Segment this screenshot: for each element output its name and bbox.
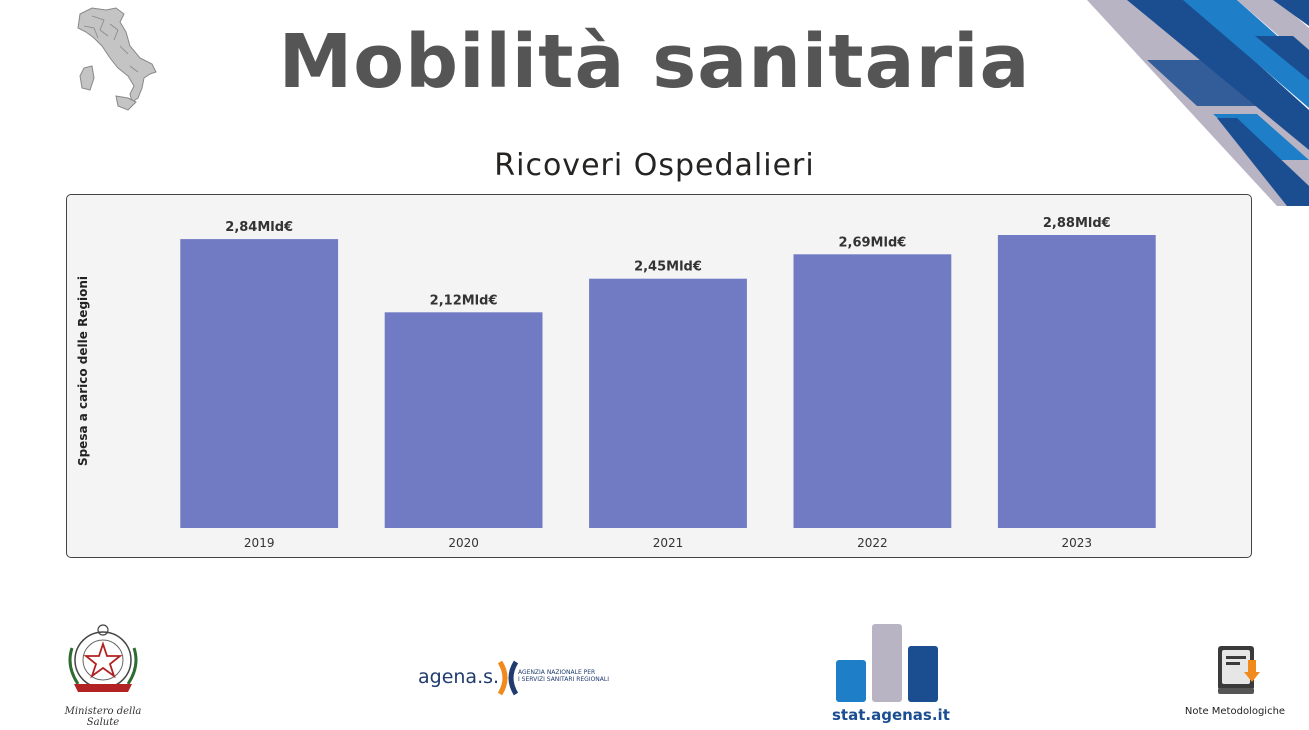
- emblem-icon: [68, 624, 138, 692]
- x-tick-2020: 2020: [448, 536, 479, 550]
- x-tick-2023: 2023: [1062, 536, 1093, 550]
- y-axis-label: Spesa a carico delle Regioni: [76, 276, 90, 466]
- stat-agenas-logo[interactable]: stat.agenas.it: [832, 622, 950, 730]
- bar-2023[interactable]: [997, 235, 1156, 528]
- bar-2020[interactable]: [384, 312, 543, 528]
- page-title: Mobilità sanitaria: [278, 19, 1031, 105]
- ministero-label: Ministero della Salute: [64, 706, 142, 728]
- agenas-wordmark: agena.s.: [418, 666, 500, 688]
- agenas-logo: agena.s. AGENZIA NAZIONALE PER I SERVIZI…: [418, 658, 638, 698]
- corner-stripes-decoration: [1087, 0, 1309, 206]
- stat-agenas-link[interactable]: stat.agenas.it: [832, 706, 950, 724]
- bar-chart: Spesa a carico delle Regioni 2,84Mld€ 201…: [76, 216, 1156, 550]
- data-label-2021: 2,45Mld€: [634, 260, 702, 275]
- bar-2019[interactable]: [180, 239, 339, 528]
- data-label-2019: 2,84Mld€: [225, 220, 293, 235]
- stat-bars-icon: [836, 624, 938, 702]
- data-label-2023: 2,88Mld€: [1043, 216, 1111, 231]
- x-tick-2019: 2019: [244, 536, 275, 550]
- x-tick-2022: 2022: [857, 536, 888, 550]
- x-tick-2021: 2021: [653, 536, 684, 550]
- chart-title: Ricoveri Ospedalieri: [494, 148, 815, 183]
- bars-group: 2,84Mld€ 2019 2,12Mld€ 2020 2,45Mld€ 2021 2,69…: [180, 216, 1156, 550]
- data-label-2020: 2,12Mld€: [430, 293, 498, 308]
- bar-2021[interactable]: [589, 278, 747, 528]
- italy-map-icon: [77, 7, 157, 111]
- agenas-x-icon: [498, 660, 518, 696]
- chart-panel: Spesa a carico delle Regioni 2,84Mld€ 201…: [66, 194, 1252, 558]
- ministero-della-salute-logo: Ministero della Salute: [48, 618, 158, 728]
- note-metodologiche-label: Note Metodologiche: [1184, 706, 1286, 717]
- book-download-icon: [1218, 646, 1260, 694]
- agenas-subtitle: AGENZIA NAZIONALE PER I SERVIZI SANITARI…: [518, 669, 638, 683]
- bar-2022[interactable]: [793, 254, 952, 529]
- agenas-sub-line-1: AGENZIA NAZIONALE PER: [518, 669, 596, 676]
- agenas-sub-line-2: I SERVIZI SANITARI REGIONALI: [518, 676, 610, 683]
- data-label-2022: 2,69Mld€: [838, 235, 906, 250]
- note-metodologiche-button[interactable]: Note Metodologiche: [1180, 642, 1290, 722]
